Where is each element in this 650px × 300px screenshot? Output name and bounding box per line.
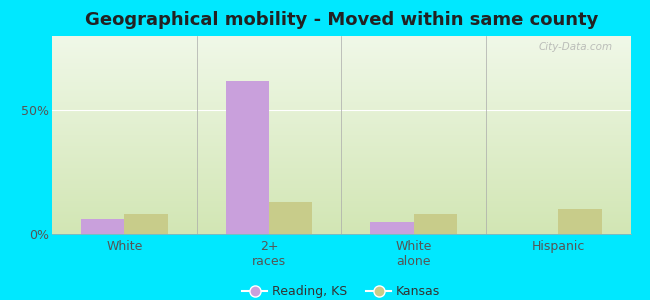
Bar: [81, 219, 124, 234]
Text: City-Data.com: City-Data.com: [539, 42, 613, 52]
Legend: Reading, KS, Kansas: Reading, KS, Kansas: [237, 280, 445, 300]
Title: Geographical mobility - Moved within same county: Geographical mobility - Moved within sam…: [84, 11, 598, 29]
Bar: [370, 222, 413, 234]
Bar: [226, 80, 269, 234]
Bar: [269, 202, 312, 234]
Bar: [124, 214, 168, 234]
Bar: [558, 209, 601, 234]
Bar: [413, 214, 457, 234]
